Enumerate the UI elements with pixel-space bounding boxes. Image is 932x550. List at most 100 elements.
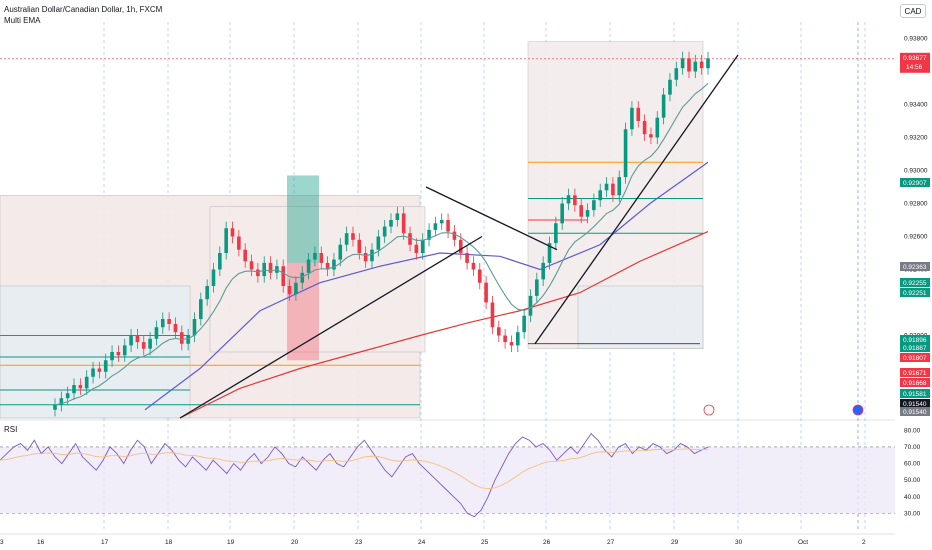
price-label-text: 0.91807 [903, 355, 927, 362]
candle-body [439, 220, 444, 224]
candle-body [611, 183, 615, 196]
candle-body [427, 229, 431, 240]
trend-line [534, 54, 739, 345]
candle-body [592, 200, 596, 211]
candle-body [699, 61, 704, 69]
candle-body [446, 220, 450, 232]
candle-body [503, 335, 507, 343]
candle-body [528, 295, 533, 316]
candle-body [84, 376, 89, 389]
indicator-label[interactable]: Multi EMA [4, 16, 41, 25]
candle-body [148, 338, 152, 349]
event-icon [703, 404, 715, 416]
candle-body [357, 239, 362, 253]
candle-body [332, 259, 336, 270]
time-tick-label: 26 [543, 539, 551, 546]
price-label-tag [900, 262, 930, 271]
candle-body [281, 266, 286, 286]
candle-body [218, 253, 222, 270]
candle-body [154, 327, 159, 339]
candle-body [573, 195, 577, 206]
candle-body [617, 177, 622, 196]
candle-body [642, 121, 647, 135]
candle-body [59, 398, 64, 405]
price-axis [895, 0, 932, 550]
time-tick-label: 30 [735, 539, 743, 546]
rsi-tick-label: 70.00 [904, 444, 921, 451]
price-label-tag [900, 278, 930, 287]
candle-body [237, 236, 241, 250]
candle-body [167, 319, 171, 324]
time-tick-label: 16 [37, 539, 45, 546]
price-label-tag [900, 335, 930, 344]
time-tick-label: 23 [355, 539, 363, 546]
price-label-text: 0.91581 [903, 391, 927, 398]
candle-body [351, 233, 355, 240]
candle-body [211, 269, 216, 286]
candle-body [230, 228, 235, 237]
candle-body [554, 223, 558, 244]
candle-body [192, 319, 197, 336]
price-label-text: 0.91540 [903, 401, 927, 408]
range-zone [0, 285, 191, 419]
candle-body [623, 129, 628, 178]
candle-body [243, 249, 247, 262]
current-price-label: 0.93677 [903, 55, 927, 62]
time-tick-label: 25 [481, 539, 489, 546]
price-label-text: 0.91671 [903, 370, 927, 377]
candle-body [395, 213, 400, 220]
candle-body [186, 335, 190, 344]
candle-body [560, 203, 564, 224]
ema-slow [179, 231, 709, 419]
flag-icon [852, 404, 864, 416]
price-tick-label: 0.92600 [904, 234, 928, 241]
candle-body [471, 262, 476, 270]
currency-button[interactable]: CAD [900, 4, 926, 18]
candle-body [300, 272, 305, 283]
candle-body [585, 210, 590, 217]
candle-body [173, 323, 178, 333]
time-tick-label: 27 [607, 539, 615, 546]
time-tick-label: 19 [227, 539, 235, 546]
candle-body [363, 253, 368, 262]
candle-body [458, 239, 463, 253]
candle-body [338, 244, 343, 260]
candle-body [509, 342, 514, 346]
time-tick-label: 20 [291, 539, 299, 546]
candle-body [110, 352, 114, 361]
candle-body [649, 134, 653, 138]
target-zone [287, 175, 319, 263]
candle-body [135, 335, 140, 343]
price-label-tag [900, 368, 930, 377]
price-tick-label: 0.92800 [904, 201, 928, 208]
candle-body [344, 233, 349, 245]
price-label-text: 0.92251 [903, 290, 927, 297]
candle-body [668, 79, 672, 95]
candle-body [661, 94, 666, 118]
candle-body [224, 228, 228, 253]
rsi-tick-label: 30.00 [904, 510, 921, 517]
rsi-label: RSI [4, 425, 18, 434]
trend-line [425, 186, 558, 251]
candle-body [579, 205, 584, 217]
time-tick-label: 24 [418, 539, 426, 546]
rsi-tick-label: 60.00 [904, 461, 921, 468]
time-tick-label: Oct [798, 539, 808, 546]
candle-body [91, 368, 95, 377]
candle-body [680, 58, 685, 69]
candle-body [408, 233, 412, 245]
candle-body [97, 368, 102, 372]
candle-body [420, 239, 425, 253]
candle-body [205, 286, 209, 300]
price-tick-label: 0.93800 [904, 36, 928, 43]
price-label-tag [900, 399, 930, 408]
candle-body [103, 360, 108, 372]
time-tick-label: 3 [0, 539, 4, 546]
price-label-tag [900, 178, 930, 187]
candle-body [72, 385, 76, 394]
candle-body [370, 249, 374, 262]
rsi-tick-label: 50.00 [904, 477, 921, 484]
candle-body [294, 282, 298, 295]
